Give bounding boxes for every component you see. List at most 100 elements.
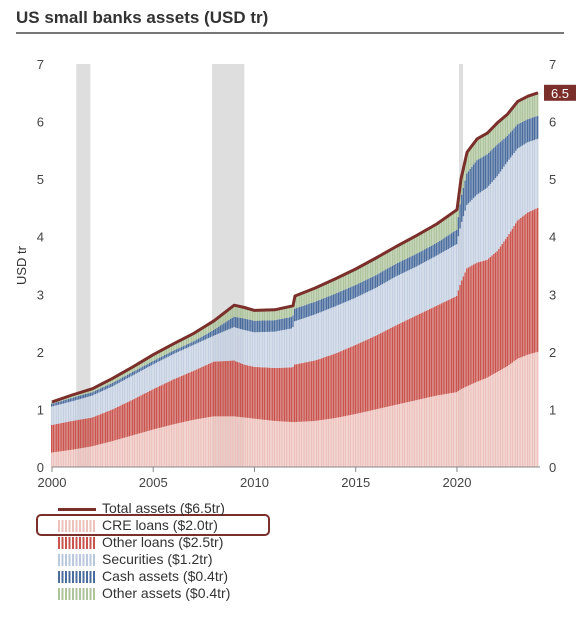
month-bar-27 (96, 386, 98, 467)
bar-segment-1 (319, 358, 321, 421)
bar-segment-4 (528, 95, 530, 119)
bar-segment-2 (96, 393, 98, 416)
bar-segment-3 (288, 317, 291, 329)
bar-segment-0 (511, 362, 514, 467)
bar-segment-3 (319, 299, 321, 313)
y-tick-right-5: 5 (549, 172, 556, 187)
bar-segment-2 (206, 338, 208, 365)
bar-segment-2 (476, 194, 478, 263)
bar-segment-0 (246, 417, 249, 467)
bar-segment-2 (285, 329, 287, 368)
bar-segment-0 (288, 421, 291, 467)
bar-segment-4 (273, 309, 276, 321)
bar-segment-2 (69, 401, 71, 422)
bar-segment-0 (530, 353, 532, 467)
bar-segment-4 (376, 257, 379, 275)
bar-segment-2 (373, 288, 375, 337)
bar-segment-1 (341, 350, 343, 417)
bar-segment-4 (272, 309, 274, 321)
month-bar-91 (204, 326, 206, 467)
month-bar-122 (256, 310, 259, 467)
bar-segment-2 (521, 145, 524, 217)
bar-segment-3 (228, 320, 230, 330)
bar-segment-1 (182, 375, 185, 423)
bar-segment-4 (226, 310, 228, 322)
bar-segment-3 (369, 277, 372, 291)
bar-segment-3 (300, 306, 303, 320)
bar-segment-2 (302, 318, 304, 363)
bar-segment-2 (428, 259, 431, 310)
bar-segment-3 (484, 155, 487, 189)
bar-segment-0 (243, 417, 245, 467)
month-bar-128 (266, 310, 269, 467)
y-tick-left-2: 2 (37, 345, 44, 360)
bar-segment-0 (231, 416, 233, 467)
bar-segment-0 (223, 416, 225, 467)
bar-segment-2 (452, 246, 455, 298)
month-bar-233 (444, 218, 446, 467)
month-bar-137 (282, 307, 284, 467)
bar-segment-1 (226, 360, 228, 417)
bar-segment-0 (277, 421, 279, 467)
bar-segment-3 (476, 160, 478, 195)
bar-segment-4 (246, 308, 249, 320)
bar-segment-2 (417, 265, 419, 315)
bar-segment-3 (248, 319, 250, 332)
bar-segment-3 (76, 396, 78, 400)
bar-segment-3 (420, 251, 422, 264)
bar-segment-3 (81, 395, 83, 399)
bar-segment-1 (69, 421, 71, 450)
month-bar-120 (253, 310, 255, 467)
bar-segment-2 (251, 331, 254, 367)
month-bar-236 (449, 214, 451, 467)
month-bar-146 (297, 294, 299, 467)
bar-segment-2 (445, 249, 448, 301)
bar-segment-1 (450, 298, 453, 394)
month-bar-53 (140, 361, 142, 467)
bar-segment-4 (196, 331, 198, 340)
bar-segment-4 (192, 333, 195, 342)
bar-segment-3 (241, 318, 244, 330)
bar-segment-4 (162, 349, 164, 356)
bar-segment-4 (137, 363, 139, 370)
bar-segment-3 (511, 130, 514, 156)
month-bar-131 (272, 309, 274, 467)
month-bar-158 (317, 286, 320, 467)
bar-segment-1 (332, 354, 335, 419)
bar-segment-0 (305, 421, 308, 467)
bar-segment-4 (501, 118, 503, 141)
bar-segment-4 (304, 291, 306, 306)
bar-segment-0 (219, 416, 222, 467)
bar-segment-0 (194, 419, 196, 467)
bar-segment-2 (464, 210, 466, 273)
bar-segment-0 (496, 372, 498, 467)
month-bar-59 (150, 355, 152, 467)
bar-segment-0 (182, 422, 185, 467)
bar-segment-0 (376, 409, 379, 467)
bar-segment-2 (143, 369, 146, 394)
month-bar-266 (499, 119, 502, 467)
bar-segment-2 (253, 332, 255, 367)
bar-segment-1 (177, 377, 179, 424)
month-bar-269 (504, 115, 507, 467)
bar-segment-2 (320, 311, 323, 359)
bar-segment-4 (104, 381, 107, 387)
bar-segment-1 (128, 401, 131, 437)
bar-segment-2 (481, 191, 483, 262)
bar-segment-1 (530, 210, 532, 354)
month-bar-134 (277, 309, 279, 467)
month-bar-284 (530, 95, 532, 467)
bar-segment-1 (506, 236, 509, 367)
bar-segment-1 (444, 301, 446, 395)
bar-segment-2 (260, 332, 262, 368)
bar-segment-0 (428, 397, 431, 467)
bar-segment-0 (295, 421, 298, 467)
bar-segment-4 (467, 149, 470, 172)
month-bar-187 (366, 262, 368, 467)
bar-segment-3 (381, 271, 384, 285)
bar-segment-2 (162, 359, 164, 385)
bar-segment-0 (353, 414, 355, 467)
bar-segment-4 (123, 371, 125, 377)
bar-segment-3 (516, 124, 519, 149)
bar-segment-0 (157, 428, 159, 467)
